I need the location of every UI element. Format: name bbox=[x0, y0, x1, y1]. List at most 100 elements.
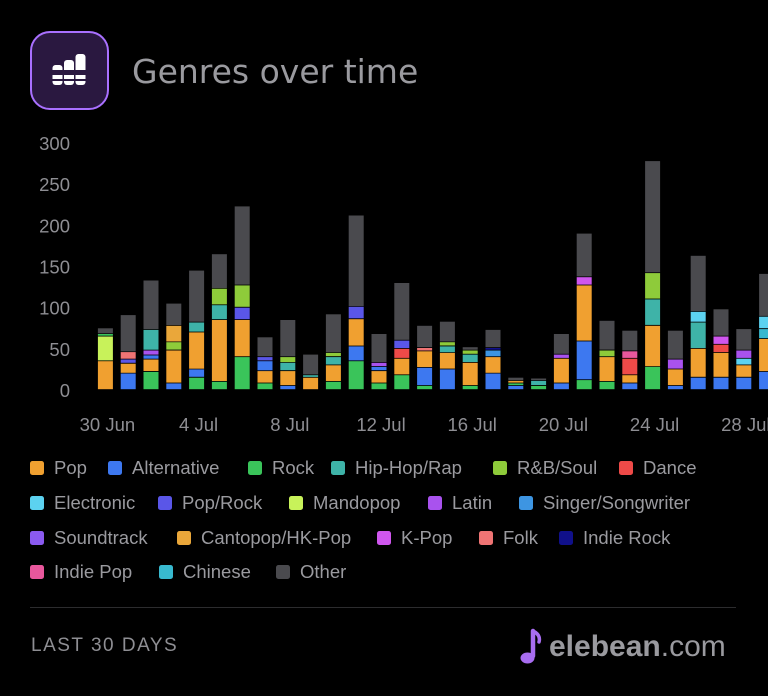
bar-stack bbox=[257, 337, 273, 390]
bar-segment bbox=[462, 362, 478, 386]
bar-segment bbox=[508, 377, 524, 381]
bar-segment bbox=[120, 363, 136, 373]
bar-segment bbox=[394, 348, 410, 358]
legend-item: Alternative bbox=[108, 457, 219, 479]
bar-chart-icon bbox=[52, 54, 86, 85]
legend-label: Mandopop bbox=[313, 492, 401, 513]
legend-item: Pop/Rock bbox=[158, 492, 262, 514]
bar-segment bbox=[143, 371, 159, 390]
bar-segment bbox=[280, 371, 296, 386]
brand-name: elebean.com bbox=[549, 630, 726, 664]
bar-segment bbox=[234, 206, 250, 285]
bar-segment bbox=[645, 325, 661, 367]
bar-segment bbox=[97, 328, 113, 334]
bar-segment bbox=[348, 346, 364, 361]
bar-stack bbox=[462, 347, 478, 390]
bar-stack bbox=[143, 280, 159, 390]
bar-segment bbox=[417, 325, 433, 348]
bar-stack bbox=[211, 254, 227, 390]
x-tick-label: 16 Jul bbox=[448, 414, 497, 435]
bar-segment bbox=[713, 309, 729, 336]
bar-segment bbox=[394, 340, 410, 348]
legend-item: Mandopop bbox=[289, 492, 400, 514]
legend-swatch bbox=[493, 461, 507, 475]
bar-segment bbox=[371, 362, 387, 367]
legend-item: Rock bbox=[248, 457, 314, 479]
genres-stacked-bar-chart: 0 50 100 150 200 250 300 30 Jun 4 Jul 8 Jul 12 Jul… bbox=[39, 133, 768, 435]
bar-segment bbox=[553, 334, 569, 354]
bar-segment bbox=[234, 357, 250, 390]
legend-item: Hip-Hop/Rap bbox=[331, 457, 462, 479]
bar-stack bbox=[599, 320, 615, 390]
legend-label: Folk bbox=[503, 527, 538, 548]
bar-stack bbox=[280, 320, 296, 390]
bar-segment bbox=[97, 334, 113, 336]
divider bbox=[30, 607, 736, 608]
bar-segment bbox=[234, 320, 250, 357]
bar-segment bbox=[508, 380, 524, 383]
app-icon bbox=[30, 31, 109, 110]
legend-label: Pop/Rock bbox=[182, 492, 263, 513]
bar-segment bbox=[576, 380, 592, 390]
legend-swatch bbox=[159, 565, 173, 579]
bar-segment bbox=[417, 348, 433, 351]
bar-segment bbox=[645, 161, 661, 273]
bar-segment bbox=[417, 385, 433, 390]
legend-label: Latin bbox=[452, 492, 493, 513]
legend-label: Pop bbox=[54, 457, 87, 478]
bar-segment bbox=[257, 357, 273, 361]
bar-segment bbox=[599, 350, 615, 357]
bar-segment bbox=[690, 322, 706, 348]
bar-stack bbox=[667, 330, 683, 390]
bar-segment bbox=[759, 329, 768, 339]
bar-segment bbox=[439, 342, 455, 346]
bar-stack bbox=[622, 330, 638, 390]
bar-segment bbox=[211, 254, 227, 288]
brand-bold: elebean bbox=[549, 630, 661, 663]
bar-segment bbox=[348, 319, 364, 346]
legend-label: Cantopop/HK-Pop bbox=[201, 527, 352, 548]
bar-segment bbox=[713, 377, 729, 390]
bar-stack bbox=[576, 233, 592, 390]
legend-swatch bbox=[519, 496, 533, 510]
legend-item: Latin bbox=[428, 492, 492, 514]
legend-swatch bbox=[177, 531, 191, 545]
legend-swatch bbox=[276, 565, 290, 579]
bar-segment bbox=[211, 381, 227, 390]
legend-item: Pop bbox=[30, 457, 87, 479]
bar-stack bbox=[713, 309, 729, 390]
bar-segment bbox=[120, 359, 136, 363]
bar-segment bbox=[622, 375, 638, 383]
bar-segment bbox=[485, 357, 501, 373]
bar-segment bbox=[439, 369, 455, 390]
bar-segment bbox=[371, 371, 387, 383]
time-range-label: LAST 30 DAYS bbox=[31, 635, 179, 656]
legend-label: Other bbox=[300, 561, 347, 582]
bar-stack bbox=[166, 303, 182, 390]
legend-swatch bbox=[331, 461, 345, 475]
bar-segment bbox=[257, 337, 273, 357]
bar-segment bbox=[143, 355, 159, 359]
bar-segment bbox=[531, 385, 547, 390]
legend-swatch bbox=[30, 565, 44, 579]
legend-label: Dance bbox=[643, 457, 697, 478]
bar-segment bbox=[257, 361, 273, 371]
legend-label: Soundtrack bbox=[54, 527, 148, 548]
bar-segment bbox=[667, 330, 683, 359]
x-tick-label: 28 Jul bbox=[721, 414, 768, 435]
bar-segment bbox=[736, 329, 752, 350]
legend-label: Singer/Songwriter bbox=[543, 492, 691, 513]
bar-segment bbox=[189, 369, 205, 377]
bar-segment bbox=[280, 357, 296, 363]
bar-segment bbox=[394, 283, 410, 340]
bar-segment bbox=[622, 383, 638, 390]
bar-segment bbox=[485, 348, 501, 350]
x-tick-label: 12 Jul bbox=[356, 414, 405, 435]
bar-segment bbox=[166, 303, 182, 325]
bar-segment bbox=[645, 366, 661, 390]
bar-segment bbox=[576, 277, 592, 285]
x-tick-label: 4 Jul bbox=[179, 414, 218, 435]
bar-segment bbox=[485, 350, 501, 357]
legend-swatch bbox=[428, 496, 442, 510]
bar-stack bbox=[97, 328, 113, 390]
